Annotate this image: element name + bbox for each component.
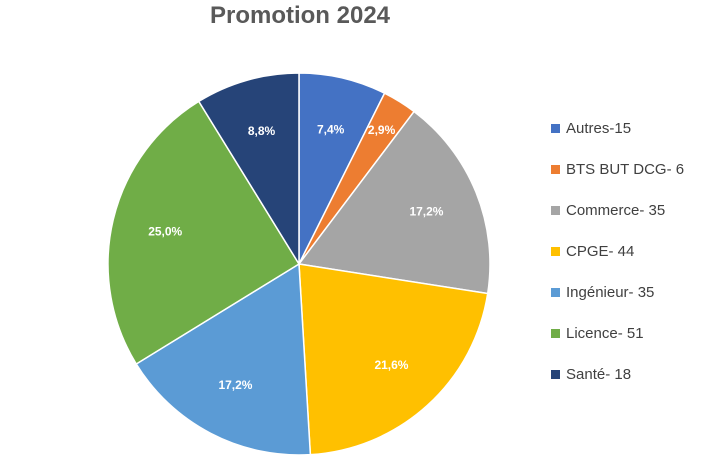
chart-title: Promotion 2024	[209, 2, 391, 29]
pie-slice-5	[107, 100, 301, 365]
legend-label: Ingénieur- 35	[566, 283, 655, 301]
legend-label: BTS BUT DCG- 6	[566, 160, 685, 178]
data-label-3: 21,6%	[374, 358, 408, 372]
data-label-6: 8,8%	[248, 124, 276, 138]
legend-swatch	[551, 369, 560, 379]
legend-item-4: Ingénieur- 35	[551, 282, 684, 302]
legend: Autres-15 BTS BUT DCG- 6 Commerce- 35 CPGE-…	[551, 118, 684, 405]
legend-swatch	[551, 328, 560, 338]
legend-item-0: Autres-15	[551, 118, 684, 138]
legend-swatch	[551, 164, 560, 174]
data-label-1: 2,9%	[368, 123, 396, 137]
data-label-5: 25,0%	[148, 224, 182, 238]
legend-swatch	[551, 246, 560, 256]
legend-label: Santé- 18	[566, 365, 632, 383]
legend-label: CPGE- 44	[566, 242, 635, 260]
legend-item-2: Commerce- 35	[551, 200, 684, 220]
data-label-4: 17,2%	[218, 378, 252, 392]
legend-label: Licence- 51	[566, 324, 644, 342]
pie-slice-6	[197, 72, 300, 267]
legend-swatch	[551, 123, 560, 133]
legend-swatch	[551, 205, 560, 215]
data-label-2: 17,2%	[409, 205, 443, 219]
legend-label: Commerce- 35	[566, 201, 666, 219]
pie-slice-3	[298, 263, 489, 456]
legend-item-5: Licence- 51	[551, 323, 684, 343]
legend-item-6: Santé- 18	[551, 364, 684, 384]
legend-item-3: CPGE- 44	[551, 241, 684, 261]
pie-slice-4	[135, 262, 312, 456]
legend-label: Autres-15	[566, 119, 632, 137]
legend-swatch	[551, 287, 560, 297]
pie-slice-2	[297, 110, 491, 295]
data-label-0: 7,4%	[317, 122, 345, 136]
legend-item-1: BTS BUT DCG- 6	[551, 159, 684, 179]
